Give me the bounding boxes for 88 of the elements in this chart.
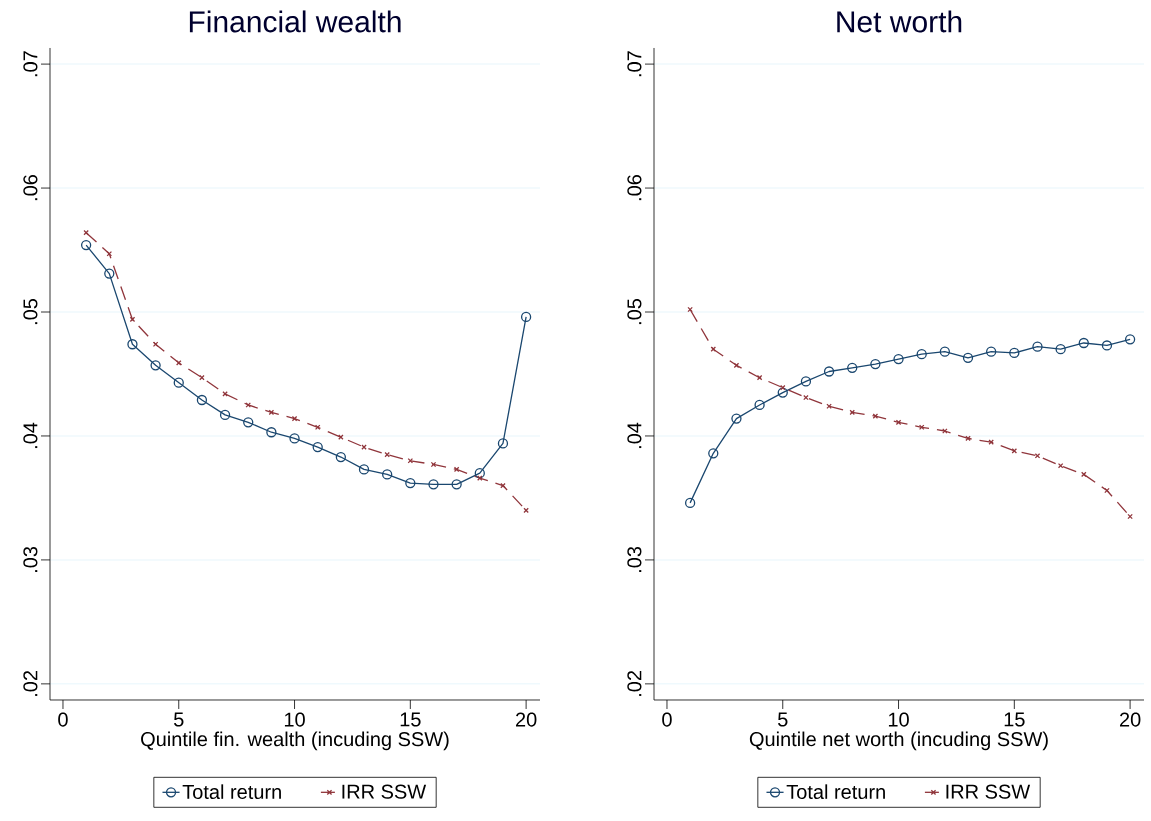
legend-label: Total return xyxy=(786,784,885,799)
point xyxy=(428,479,439,490)
x-tick-label: 0 xyxy=(662,712,672,727)
legend-label: Total return xyxy=(182,784,281,799)
x-tick-label: 20 xyxy=(1119,712,1141,727)
y-tick-label: .04 xyxy=(627,422,642,449)
point xyxy=(289,433,300,444)
y-tick-label: .04 xyxy=(23,422,38,449)
point xyxy=(361,444,367,450)
point xyxy=(173,377,184,388)
point xyxy=(219,409,231,421)
y-tick-label: .06 xyxy=(23,175,38,201)
point xyxy=(1078,337,1089,349)
point xyxy=(1009,347,1020,359)
legend-label: IRR SSW xyxy=(946,784,1031,799)
y-tick-label: .03 xyxy=(23,546,38,572)
y-tick-label: .07 xyxy=(23,51,38,77)
point xyxy=(1101,340,1113,351)
point xyxy=(756,374,763,381)
point xyxy=(358,464,370,475)
point xyxy=(893,353,904,365)
x-tick-label: 5 xyxy=(174,712,184,727)
point xyxy=(779,384,786,391)
point xyxy=(962,352,974,364)
point xyxy=(245,402,251,408)
point xyxy=(382,469,393,480)
point xyxy=(895,419,902,426)
point xyxy=(312,441,323,453)
point xyxy=(870,358,881,370)
x-tick-label: 10 xyxy=(284,712,305,727)
y-tick-label: .05 xyxy=(23,298,38,325)
point xyxy=(152,341,159,348)
point xyxy=(497,438,509,449)
point xyxy=(986,346,997,357)
legend-label: IRR SSW xyxy=(342,784,427,799)
point xyxy=(1032,341,1043,352)
point xyxy=(127,339,138,350)
point xyxy=(1081,471,1087,478)
x-tick-label: 0 xyxy=(58,712,68,727)
x-tick-label: 15 xyxy=(400,712,421,727)
point xyxy=(1055,344,1066,355)
point xyxy=(266,427,277,438)
point xyxy=(243,417,254,428)
point xyxy=(196,394,208,406)
point xyxy=(731,413,742,424)
point xyxy=(222,391,228,397)
y-tick-label: .06 xyxy=(627,175,642,201)
point xyxy=(708,448,719,459)
x-axis-title: Quintile net worth (incuding SSW) xyxy=(749,731,1048,751)
point xyxy=(916,349,927,360)
point xyxy=(823,366,835,377)
point xyxy=(523,507,529,514)
point xyxy=(849,409,855,416)
x-tick-label: 5 xyxy=(778,712,788,727)
point xyxy=(474,468,485,479)
x-axis-title: Quintile fin. wealth (incuding SSW) xyxy=(141,731,449,751)
point xyxy=(150,360,161,371)
y-tick-label: .07 xyxy=(627,51,642,77)
chart-title: Financial wealth xyxy=(189,10,401,33)
point xyxy=(826,403,832,409)
y-tick-label: .05 xyxy=(627,298,642,325)
y-tick-label: .02 xyxy=(23,670,38,696)
point xyxy=(199,374,205,381)
point xyxy=(847,362,858,373)
point xyxy=(800,376,812,387)
point xyxy=(777,387,788,398)
point xyxy=(754,399,765,411)
x-tick-label: 15 xyxy=(1004,712,1025,727)
point xyxy=(733,362,740,369)
point xyxy=(451,479,462,490)
point xyxy=(335,451,347,463)
x-tick-label: 10 xyxy=(888,712,909,727)
y-tick-label: .02 xyxy=(627,670,642,696)
point xyxy=(939,346,950,357)
point xyxy=(520,311,532,323)
point xyxy=(684,497,696,509)
x-tick-label: 20 xyxy=(515,712,537,727)
chart-title: Net worth xyxy=(837,10,962,33)
point xyxy=(477,475,483,481)
point xyxy=(1124,334,1136,345)
point xyxy=(942,428,948,434)
point xyxy=(80,239,92,251)
y-tick-label: .03 xyxy=(627,546,642,572)
point xyxy=(1011,448,1018,454)
point xyxy=(710,346,717,352)
point xyxy=(83,229,89,236)
point xyxy=(405,477,416,489)
point xyxy=(104,268,115,279)
